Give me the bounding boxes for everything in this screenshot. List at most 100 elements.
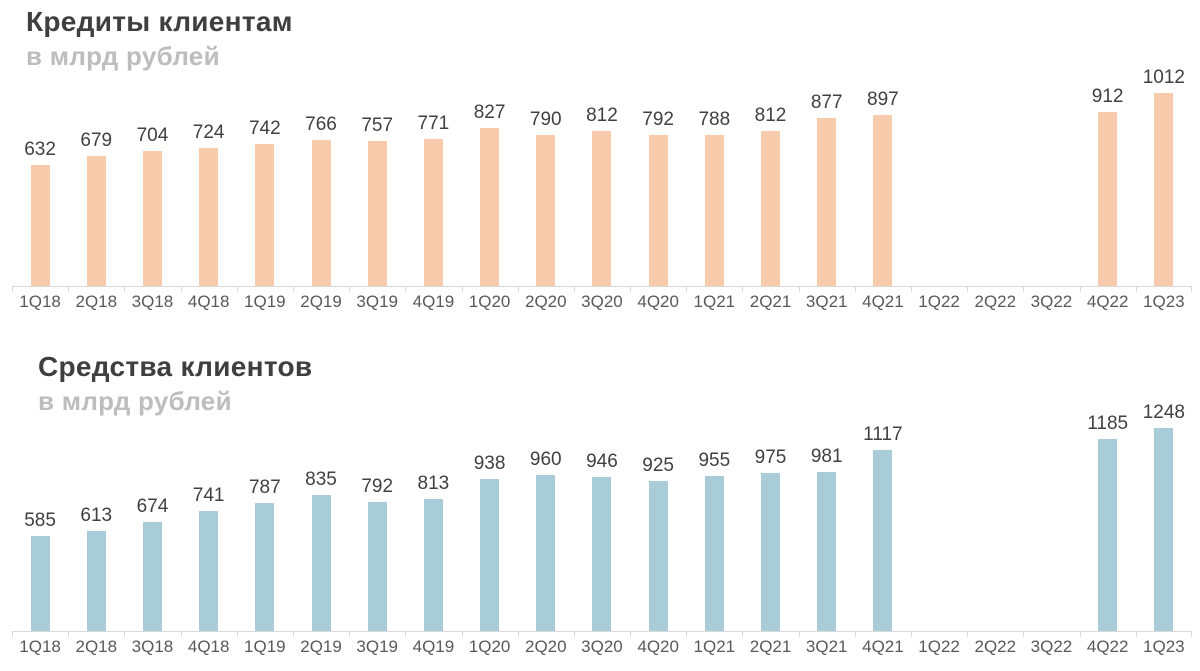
bar — [1154, 92, 1174, 286]
bar-plot: 585 613 674 741 787 835 792 813 938 960 946 925 955 9… — [12, 402, 1192, 631]
bar-column: 741 — [181, 485, 237, 631]
bar-column: 827 — [462, 102, 518, 286]
bar — [255, 144, 275, 286]
bar-value-label: 938 — [473, 452, 506, 474]
bar-value-label: 632 — [24, 139, 56, 161]
bar — [30, 165, 50, 286]
bar-column: 787 — [237, 477, 293, 631]
x-axis-label: 1Q23 — [1135, 632, 1192, 657]
x-axis-label: 2Q18 — [68, 287, 125, 312]
x-axis-label: 3Q20 — [573, 287, 631, 312]
bar — [873, 449, 893, 631]
bar-value-label: 788 — [698, 109, 731, 131]
bar — [199, 510, 219, 631]
x-axis-label: 3Q19 — [349, 632, 406, 657]
x-axis-label: 1Q21 — [686, 632, 743, 657]
x-axis-label: 4Q19 — [405, 632, 462, 657]
x-axis: 1Q18 2Q18 3Q18 4Q18 1Q19 2Q19 3Q19 4Q19 1Q20 2Q20… — [12, 286, 1192, 312]
bar-value-label: 787 — [248, 477, 281, 499]
bar — [817, 471, 837, 631]
x-axis-label: 2Q22 — [967, 287, 1024, 312]
x-axis-label: 1Q18 — [12, 632, 69, 657]
bar-value-label: 613 — [80, 505, 113, 527]
bar-value-label: 792 — [642, 108, 674, 130]
bar — [423, 138, 443, 286]
bar-value-label: 585 — [24, 510, 56, 531]
bar-value-label: 835 — [305, 469, 337, 491]
bar-value-label: 981 — [810, 445, 843, 467]
chart-title: Средства клиентов — [38, 351, 313, 382]
x-axis-label: 4Q18 — [180, 287, 237, 312]
bar — [704, 135, 724, 286]
x-axis-label: 2Q19 — [292, 632, 350, 657]
chart-subtitle: в млрд рублей — [26, 41, 220, 71]
x-axis-label: 3Q22 — [1023, 287, 1080, 312]
bar — [536, 135, 556, 286]
x-axis-label: 1Q23 — [1135, 287, 1192, 312]
bar-column: 788 — [686, 109, 742, 286]
bar-column: 742 — [237, 118, 293, 286]
bar-column: 585 — [12, 510, 68, 631]
chart-loans-to-clients: Кредиты клиентам в млрд рублей 632 679 704… — [0, 0, 1200, 312]
x-axis-label: 3Q18 — [124, 632, 181, 657]
x-axis-label: 4Q22 — [1079, 632, 1136, 657]
bar — [1154, 428, 1174, 631]
bar-value-label: 925 — [642, 454, 674, 476]
bar — [480, 127, 500, 286]
bar-column: 771 — [405, 113, 461, 286]
bar — [873, 114, 893, 286]
bar-value-label: 827 — [473, 101, 506, 123]
x-axis-label: 1Q21 — [686, 287, 743, 312]
bar-value-label: 792 — [361, 476, 394, 498]
bar — [30, 536, 50, 631]
bar — [592, 477, 612, 631]
bar-column: 757 — [349, 115, 405, 286]
bar-column: 835 — [293, 469, 349, 631]
x-axis-label: 1Q20 — [461, 632, 518, 657]
bar-value-label: 897 — [867, 88, 899, 110]
x-axis-label: 1Q20 — [461, 287, 518, 312]
x-axis: 1Q18 2Q18 3Q18 4Q18 1Q19 2Q19 3Q19 4Q19 1Q20 2Q20… — [12, 631, 1192, 657]
bar-value-label: 1248 — [1142, 402, 1185, 424]
bar-column: 674 — [124, 495, 180, 631]
chart-subtitle: в млрд рублей — [38, 386, 232, 416]
x-axis-label: 2Q21 — [742, 632, 799, 657]
bar — [142, 521, 162, 631]
bar-column: 877 — [799, 92, 855, 286]
bar-value-label: 741 — [192, 484, 225, 506]
x-axis-label: 1Q19 — [236, 287, 293, 312]
bar-value-label: 679 — [80, 130, 113, 152]
x-axis-label: 4Q19 — [405, 287, 462, 312]
x-axis-label: 4Q21 — [854, 287, 911, 312]
bar-column: 632 — [12, 139, 68, 286]
bar-column: 912 — [1080, 86, 1136, 286]
bar-column: 679 — [68, 130, 124, 286]
bar-value-label: 674 — [136, 495, 169, 517]
x-axis-label: 4Q22 — [1079, 287, 1136, 312]
bar-column: 792 — [630, 109, 686, 286]
bar-value-label: 912 — [1091, 85, 1124, 107]
bar-column: 960 — [518, 449, 574, 631]
bar-value-label: 813 — [417, 473, 450, 494]
bar-plot: 632 679 704 724 742 766 757 771 827 790 812 792 788 8… — [12, 67, 1192, 286]
bar-column: 1248 — [1136, 402, 1192, 631]
bar — [86, 156, 106, 286]
x-axis-label: 3Q21 — [798, 632, 855, 657]
bar-column: 1012 — [1136, 67, 1192, 286]
bar-column: 1117 — [855, 424, 911, 631]
bar-column: 981 — [799, 446, 855, 631]
bar-column: 925 — [630, 455, 686, 631]
bar — [311, 495, 331, 631]
bar — [761, 472, 781, 631]
bar-value-label: 946 — [586, 451, 618, 473]
bar — [199, 147, 219, 286]
bar-value-label: 766 — [305, 113, 337, 135]
bar-value-label: 790 — [529, 109, 562, 130]
bar-column: 813 — [405, 473, 461, 631]
x-axis-label: 4Q21 — [854, 632, 911, 657]
bar-column: 938 — [462, 453, 518, 631]
x-axis-label: 1Q22 — [911, 632, 968, 657]
chart-title: Кредиты клиентам — [26, 6, 293, 37]
bar-column: 812 — [574, 105, 630, 286]
